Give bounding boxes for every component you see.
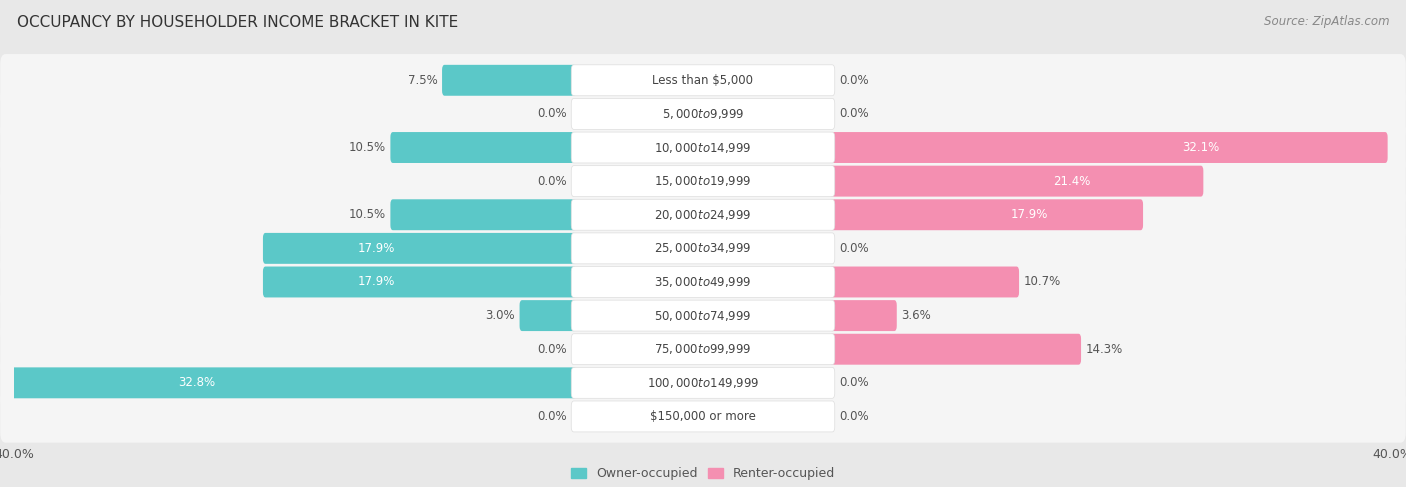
FancyBboxPatch shape — [6, 367, 576, 398]
Text: $20,000 to $24,999: $20,000 to $24,999 — [654, 208, 752, 222]
FancyBboxPatch shape — [391, 132, 576, 163]
Text: 0.0%: 0.0% — [537, 175, 567, 187]
FancyBboxPatch shape — [571, 233, 835, 264]
Text: 10.5%: 10.5% — [349, 208, 387, 221]
FancyBboxPatch shape — [571, 401, 835, 432]
FancyBboxPatch shape — [0, 188, 1406, 241]
Text: 14.3%: 14.3% — [1085, 343, 1122, 356]
Text: 10.7%: 10.7% — [1024, 276, 1060, 288]
Text: $15,000 to $19,999: $15,000 to $19,999 — [654, 174, 752, 188]
Text: $5,000 to $9,999: $5,000 to $9,999 — [662, 107, 744, 121]
FancyBboxPatch shape — [830, 266, 1019, 298]
FancyBboxPatch shape — [571, 98, 835, 130]
Text: 32.1%: 32.1% — [1182, 141, 1219, 154]
FancyBboxPatch shape — [571, 300, 835, 331]
Text: 17.9%: 17.9% — [1011, 208, 1047, 221]
Text: Less than $5,000: Less than $5,000 — [652, 74, 754, 87]
Text: 10.5%: 10.5% — [349, 141, 387, 154]
Text: 21.4%: 21.4% — [1053, 175, 1090, 187]
Text: $35,000 to $49,999: $35,000 to $49,999 — [654, 275, 752, 289]
Text: $10,000 to $14,999: $10,000 to $14,999 — [654, 141, 752, 154]
Text: 7.5%: 7.5% — [408, 74, 437, 87]
FancyBboxPatch shape — [0, 256, 1406, 308]
FancyBboxPatch shape — [571, 266, 835, 298]
FancyBboxPatch shape — [571, 199, 835, 230]
Text: 3.0%: 3.0% — [485, 309, 515, 322]
Text: 0.0%: 0.0% — [839, 74, 869, 87]
FancyBboxPatch shape — [571, 166, 835, 197]
FancyBboxPatch shape — [263, 233, 576, 264]
FancyBboxPatch shape — [830, 334, 1081, 365]
FancyBboxPatch shape — [830, 300, 897, 331]
Legend: Owner-occupied, Renter-occupied: Owner-occupied, Renter-occupied — [567, 462, 839, 485]
FancyBboxPatch shape — [0, 121, 1406, 174]
FancyBboxPatch shape — [571, 65, 835, 96]
FancyBboxPatch shape — [263, 266, 576, 298]
Text: 0.0%: 0.0% — [839, 108, 869, 120]
Text: 0.0%: 0.0% — [537, 343, 567, 356]
Text: $75,000 to $99,999: $75,000 to $99,999 — [654, 342, 752, 356]
Text: 17.9%: 17.9% — [359, 276, 395, 288]
FancyBboxPatch shape — [0, 356, 1406, 409]
Text: OCCUPANCY BY HOUSEHOLDER INCOME BRACKET IN KITE: OCCUPANCY BY HOUSEHOLDER INCOME BRACKET … — [17, 15, 458, 30]
FancyBboxPatch shape — [520, 300, 576, 331]
Text: 0.0%: 0.0% — [537, 108, 567, 120]
Text: 0.0%: 0.0% — [537, 410, 567, 423]
Text: 32.8%: 32.8% — [179, 376, 215, 389]
FancyBboxPatch shape — [0, 222, 1406, 275]
Text: 0.0%: 0.0% — [839, 376, 869, 389]
FancyBboxPatch shape — [0, 54, 1406, 107]
FancyBboxPatch shape — [0, 88, 1406, 140]
FancyBboxPatch shape — [391, 199, 576, 230]
FancyBboxPatch shape — [571, 132, 835, 163]
Text: 0.0%: 0.0% — [839, 410, 869, 423]
Text: 0.0%: 0.0% — [839, 242, 869, 255]
FancyBboxPatch shape — [0, 390, 1406, 443]
Text: $100,000 to $149,999: $100,000 to $149,999 — [647, 376, 759, 390]
FancyBboxPatch shape — [830, 132, 1388, 163]
FancyBboxPatch shape — [0, 155, 1406, 207]
Text: Source: ZipAtlas.com: Source: ZipAtlas.com — [1264, 15, 1389, 28]
FancyBboxPatch shape — [571, 334, 835, 365]
FancyBboxPatch shape — [441, 65, 576, 96]
Text: 3.6%: 3.6% — [901, 309, 931, 322]
FancyBboxPatch shape — [830, 199, 1143, 230]
FancyBboxPatch shape — [830, 166, 1204, 197]
FancyBboxPatch shape — [0, 289, 1406, 342]
FancyBboxPatch shape — [0, 323, 1406, 375]
FancyBboxPatch shape — [571, 367, 835, 398]
Text: 17.9%: 17.9% — [359, 242, 395, 255]
Text: $50,000 to $74,999: $50,000 to $74,999 — [654, 309, 752, 322]
Text: $25,000 to $34,999: $25,000 to $34,999 — [654, 242, 752, 255]
Text: $150,000 or more: $150,000 or more — [650, 410, 756, 423]
